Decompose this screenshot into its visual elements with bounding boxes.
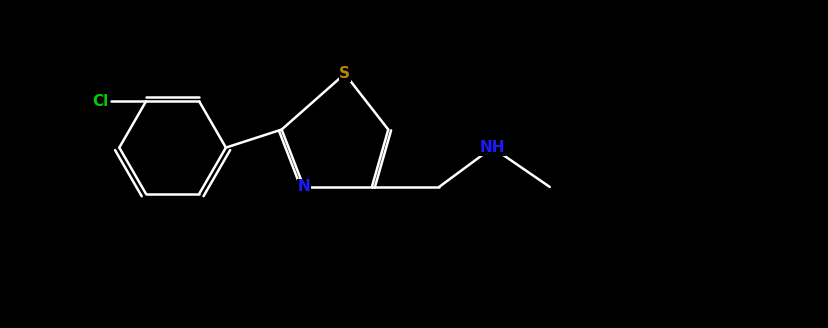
Text: Cl: Cl [93, 94, 108, 109]
Text: S: S [339, 66, 350, 81]
Text: NH: NH [479, 140, 504, 155]
Text: N: N [297, 179, 310, 195]
